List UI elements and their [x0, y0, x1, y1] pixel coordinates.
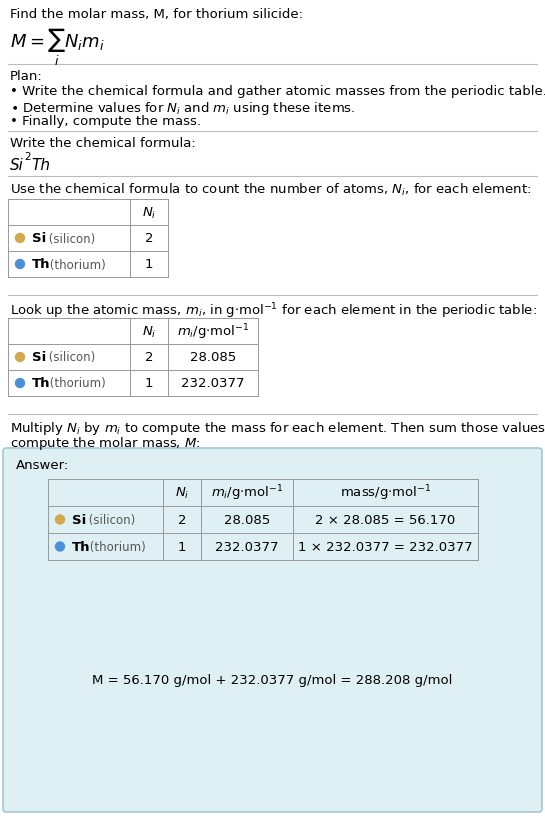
Text: Th: Th	[32, 258, 51, 271]
Text: 2: 2	[145, 351, 153, 364]
Circle shape	[15, 353, 25, 362]
Text: Look up the atomic mass, $m_i$, in g$\cdot$mol$^{-1}$ for each element in the pe: Look up the atomic mass, $m_i$, in g$\cd…	[10, 301, 537, 320]
Text: $\bullet$ Determine values for $N_i$ and $m_i$ using these items.: $\bullet$ Determine values for $N_i$ and…	[10, 100, 355, 117]
Text: (thorium): (thorium)	[46, 258, 106, 271]
Text: Th: Th	[72, 541, 90, 554]
Text: 1: 1	[178, 541, 186, 554]
Text: 2: 2	[178, 514, 186, 527]
Text: Si: Si	[72, 514, 86, 527]
Text: 232.0377: 232.0377	[181, 377, 245, 390]
Text: 28.085: 28.085	[190, 351, 236, 364]
Text: 1 × 232.0377 = 232.0377: 1 × 232.0377 = 232.0377	[298, 541, 473, 554]
Text: • Write the chemical formula and gather atomic masses from the periodic table.: • Write the chemical formula and gather …	[10, 85, 545, 98]
Text: (silicon): (silicon)	[45, 351, 95, 364]
Text: 2: 2	[24, 152, 31, 162]
Circle shape	[15, 260, 25, 269]
Text: Si: Si	[32, 233, 46, 245]
Text: Find the molar mass, M, for thorium silicide:: Find the molar mass, M, for thorium sili…	[10, 8, 303, 21]
Text: 1: 1	[145, 258, 153, 271]
Circle shape	[56, 542, 64, 551]
Text: (thorium): (thorium)	[86, 541, 146, 554]
Text: 1: 1	[145, 377, 153, 390]
Text: Use the chemical formula to count the number of atoms, $N_i$, for each element:: Use the chemical formula to count the nu…	[10, 182, 531, 198]
Text: 232.0377: 232.0377	[215, 541, 278, 554]
FancyBboxPatch shape	[3, 449, 542, 812]
Text: (silicon): (silicon)	[85, 514, 135, 527]
Text: Th: Th	[31, 158, 50, 173]
Text: $N_i$: $N_i$	[175, 486, 189, 500]
Text: 28.085: 28.085	[224, 514, 270, 527]
Text: Write the chemical formula:: Write the chemical formula:	[10, 137, 196, 150]
Text: Th: Th	[32, 377, 51, 390]
Text: $M = \sum_i N_i m_i$: $M = \sum_i N_i m_i$	[10, 27, 105, 68]
Text: $m_i$/g$\cdot$mol$^{-1}$: $m_i$/g$\cdot$mol$^{-1}$	[177, 322, 249, 342]
Text: $N_i$: $N_i$	[142, 324, 156, 339]
Text: (thorium): (thorium)	[46, 377, 106, 390]
Circle shape	[56, 515, 64, 524]
Text: $N_i$: $N_i$	[142, 206, 156, 220]
Text: Plan:: Plan:	[10, 70, 43, 83]
Text: • Finally, compute the mass.: • Finally, compute the mass.	[10, 115, 201, 128]
Text: M = 56.170 g/mol + 232.0377 g/mol = 288.208 g/mol: M = 56.170 g/mol + 232.0377 g/mol = 288.…	[92, 673, 453, 686]
Circle shape	[15, 379, 25, 388]
Text: compute the molar mass, $M$:: compute the molar mass, $M$:	[10, 434, 201, 451]
Text: 2: 2	[145, 233, 153, 245]
Text: (silicon): (silicon)	[45, 233, 95, 245]
Text: Si: Si	[10, 158, 24, 173]
Text: 2 × 28.085 = 56.170: 2 × 28.085 = 56.170	[316, 514, 456, 527]
Text: Multiply $N_i$ by $m_i$ to compute the mass for each element. Then sum those val: Multiply $N_i$ by $m_i$ to compute the m…	[10, 419, 545, 437]
Text: Si: Si	[32, 351, 46, 364]
Text: $m_i$/g$\cdot$mol$^{-1}$: $m_i$/g$\cdot$mol$^{-1}$	[211, 483, 283, 503]
Text: mass/g$\cdot$mol$^{-1}$: mass/g$\cdot$mol$^{-1}$	[340, 483, 431, 503]
Text: Answer:: Answer:	[16, 459, 69, 472]
Circle shape	[15, 234, 25, 243]
